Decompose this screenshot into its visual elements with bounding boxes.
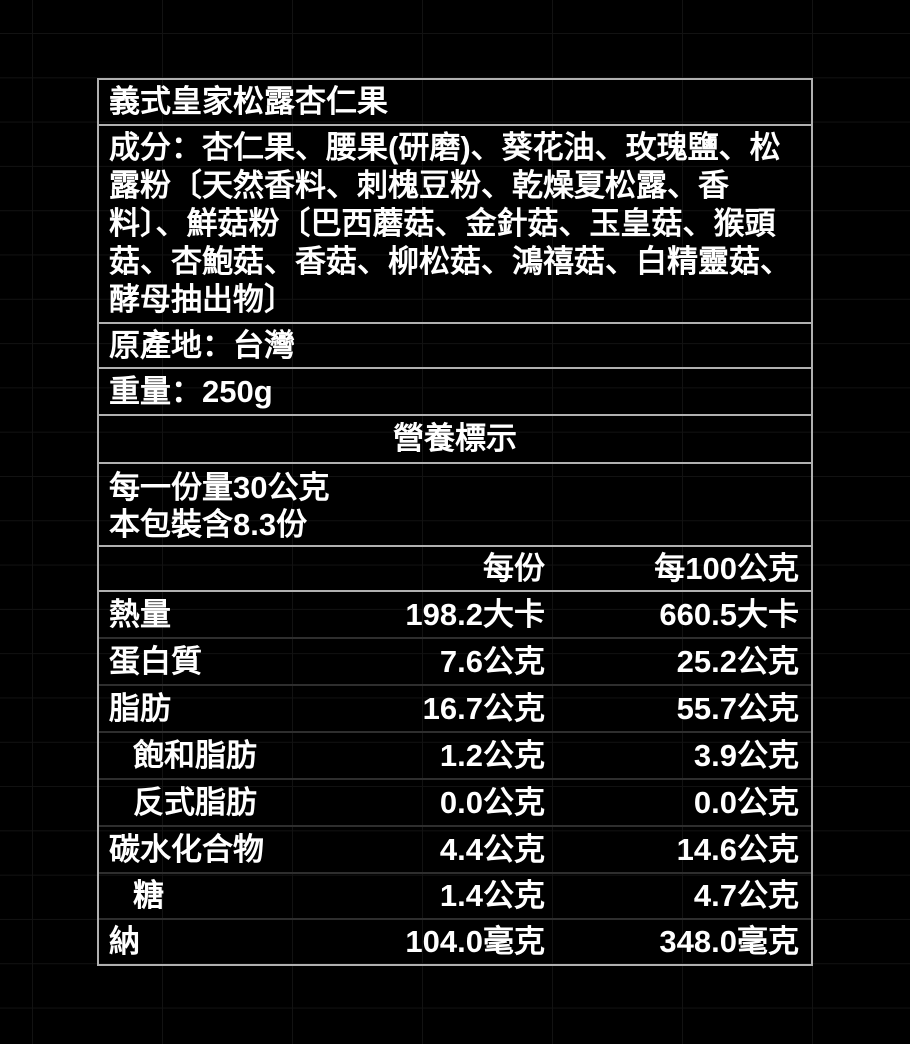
- nutrient-label: 熱量: [109, 596, 171, 632]
- nutrient-per-serving: 1.4公克: [439, 878, 545, 914]
- nutrient-label: 納: [109, 924, 140, 960]
- table-row-calories: 熱量 198.2大卡 660.5大卡: [99, 590, 811, 637]
- column-header-per-100g: 每100公克: [654, 550, 799, 586]
- product-title: 義式皇家松露杏仁果: [109, 84, 388, 120]
- table-row-protein: 蛋白質 7.6公克 25.2公克: [99, 637, 811, 684]
- nutrient-per-100g: 660.5大卡: [659, 596, 799, 632]
- nutrient-per-serving: 16.7公克: [422, 690, 545, 726]
- table-row-sodium: 納 104.0毫克 348.0毫克: [99, 918, 811, 964]
- nutrient-per-100g: 25.2公克: [676, 643, 799, 679]
- weight-text: 重量：250g: [99, 367, 811, 414]
- table-row-saturated-fat: 飽和脂肪 1.2公克 3.9公克: [99, 731, 811, 778]
- nutrition-section-title: 營養標示: [99, 414, 811, 462]
- nutrient-per-serving: 104.0毫克: [405, 924, 545, 960]
- nutrient-label: 飽和脂肪: [133, 737, 257, 773]
- table-row-sugar: 糖 1.4公克 4.7公克: [99, 872, 811, 918]
- nutrient-label: 蛋白質: [109, 643, 202, 679]
- column-header-per-serving: 每份: [483, 550, 545, 586]
- serving-info-text: 每一份量30公克 本包裝含8.3份: [99, 462, 811, 545]
- table-row-carbohydrate: 碳水化合物 4.4公克 14.6公克: [99, 825, 811, 872]
- nutrient-per-100g: 3.9公克: [693, 737, 799, 773]
- nutrient-label: 反式脂肪: [133, 784, 257, 820]
- table-row-trans-fat: 反式脂肪 0.0公克 0.0公克: [99, 778, 811, 825]
- nutrient-per-100g: 0.0公克: [693, 784, 799, 820]
- nutrient-per-100g: 4.7公克: [693, 878, 799, 914]
- nutrient-per-100g: 14.6公克: [676, 831, 799, 867]
- nutrient-per-serving: 7.6公克: [439, 643, 545, 679]
- nutrient-per-serving: 1.2公克: [439, 737, 545, 773]
- ingredients-text: 成分：杏仁果、腰果(研磨)、葵花油、玫瑰鹽、松 露粉〔天然香料、刺槐豆粉、乾燥夏…: [99, 124, 811, 322]
- nutrient-per-100g: 348.0毫克: [659, 924, 799, 960]
- nutrient-per-serving: 4.4公克: [439, 831, 545, 867]
- table-row-fat: 脂肪 16.7公克 55.7公克: [99, 684, 811, 731]
- column-header-row: 每份 每100公克: [99, 545, 811, 590]
- origin-text: 原產地：台灣: [99, 322, 811, 367]
- nutrient-per-serving: 198.2大卡: [405, 596, 545, 632]
- nutrient-label: 糖: [133, 878, 164, 914]
- nutrient-label: 碳水化合物: [109, 831, 264, 867]
- nutrient-label: 脂肪: [109, 690, 171, 726]
- nutrition-label: 義式皇家松露杏仁果 成分：杏仁果、腰果(研磨)、葵花油、玫瑰鹽、松 露粉〔天然香…: [97, 78, 813, 966]
- nutrient-per-serving: 0.0公克: [439, 784, 545, 820]
- nutrient-per-100g: 55.7公克: [676, 690, 799, 726]
